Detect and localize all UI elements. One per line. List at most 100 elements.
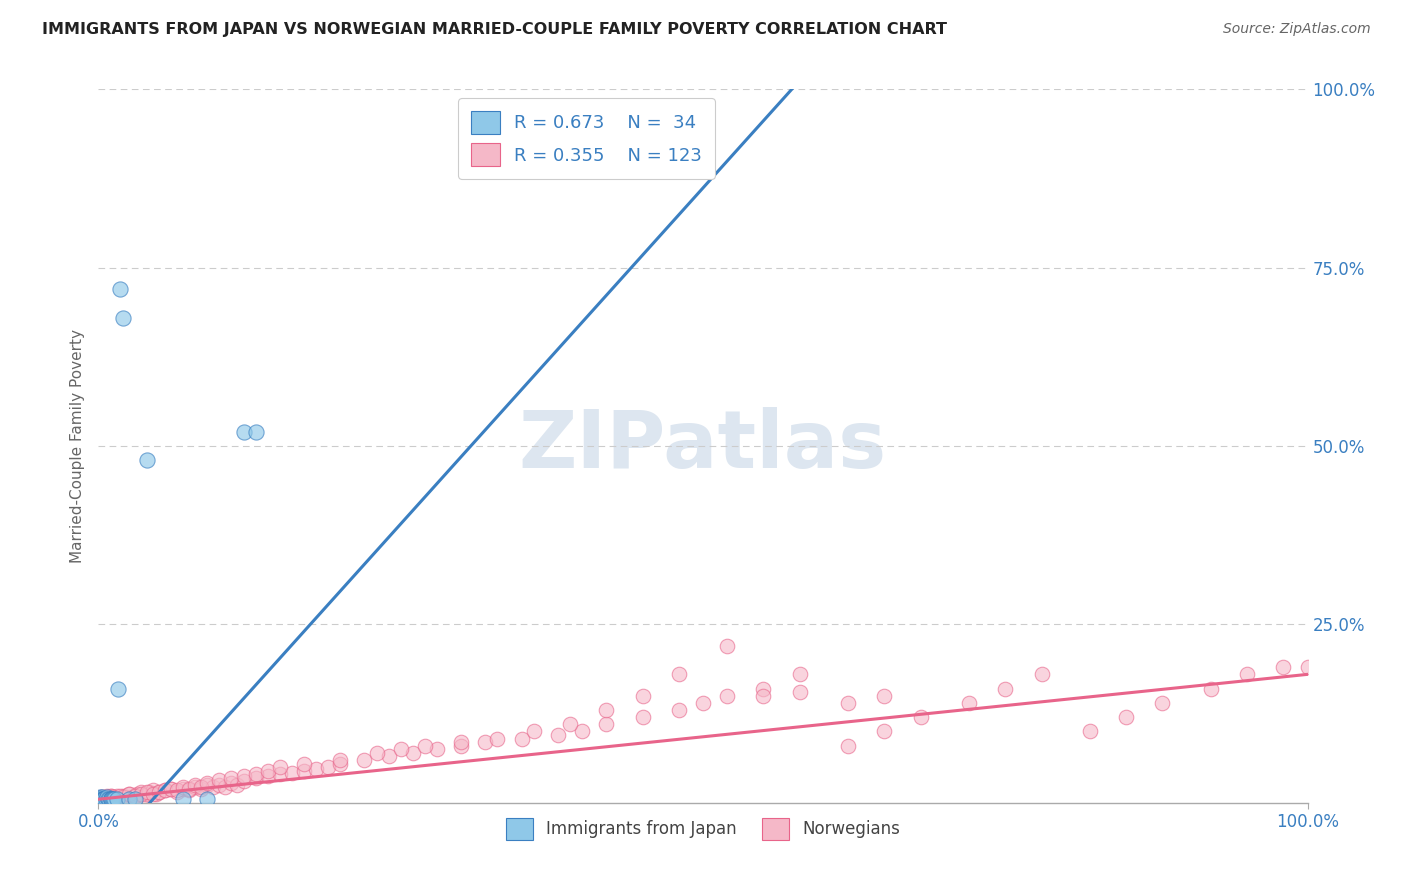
Point <box>90 790 112 805</box>
Point <box>91 792 114 806</box>
Point <box>510 731 533 746</box>
Point <box>256 769 278 783</box>
Point <box>910 710 932 724</box>
Point <box>108 282 131 296</box>
Point <box>153 783 176 797</box>
Point <box>402 746 425 760</box>
Point <box>135 785 157 799</box>
Point <box>957 696 980 710</box>
Point <box>595 717 617 731</box>
Point <box>89 792 111 806</box>
Point <box>366 746 388 760</box>
Point <box>558 717 581 731</box>
Point <box>91 792 114 806</box>
Legend: Immigrants from Japan, Norwegians: Immigrants from Japan, Norwegians <box>498 810 908 848</box>
Point <box>873 689 896 703</box>
Point <box>135 453 157 467</box>
Y-axis label: Married-Couple Family Poverty: Married-Couple Family Poverty <box>69 329 84 563</box>
Point <box>114 790 136 805</box>
Point <box>1272 660 1295 674</box>
Point <box>221 776 243 790</box>
Point <box>129 785 152 799</box>
Point <box>226 778 249 792</box>
Point <box>97 792 120 806</box>
Point <box>208 772 231 787</box>
Point <box>377 749 399 764</box>
Point <box>281 765 304 780</box>
Point <box>96 789 118 803</box>
Point <box>160 781 183 796</box>
Point <box>571 724 593 739</box>
Point <box>631 689 654 703</box>
Point <box>96 790 118 805</box>
Point <box>195 792 218 806</box>
Point <box>245 771 267 785</box>
Point <box>450 739 472 753</box>
Point <box>100 792 122 806</box>
Point <box>523 724 546 739</box>
Point <box>873 724 896 739</box>
Point <box>426 742 449 756</box>
Point <box>91 790 114 805</box>
Point <box>184 780 207 794</box>
Point <box>166 785 188 799</box>
Point <box>305 762 328 776</box>
Point <box>89 792 111 806</box>
Point <box>89 792 111 806</box>
Point <box>160 781 183 796</box>
Point <box>101 792 124 806</box>
Point <box>789 685 811 699</box>
Point <box>94 792 117 806</box>
Point <box>837 739 859 753</box>
Point <box>184 778 207 792</box>
Point <box>118 792 141 806</box>
Point <box>1236 667 1258 681</box>
Point <box>124 789 146 803</box>
Point <box>269 760 291 774</box>
Point <box>668 703 690 717</box>
Point <box>179 783 201 797</box>
Point <box>190 781 212 796</box>
Point <box>1078 724 1101 739</box>
Point <box>101 792 124 806</box>
Point <box>692 696 714 710</box>
Point <box>145 787 167 801</box>
Point <box>752 681 775 696</box>
Point <box>93 792 115 806</box>
Point <box>195 776 218 790</box>
Point <box>148 785 170 799</box>
Point <box>316 760 339 774</box>
Point <box>172 792 194 806</box>
Point <box>994 681 1017 696</box>
Point <box>1296 660 1319 674</box>
Point <box>103 792 125 806</box>
Point <box>94 790 117 805</box>
Point <box>89 792 111 806</box>
Point <box>98 790 121 805</box>
Point <box>124 792 146 806</box>
Point <box>1199 681 1222 696</box>
Point <box>89 790 111 805</box>
Point <box>547 728 569 742</box>
Point <box>269 767 291 781</box>
Point <box>107 681 129 696</box>
Point <box>245 767 267 781</box>
Point <box>837 696 859 710</box>
Point <box>108 792 131 806</box>
Point <box>91 792 114 806</box>
Point <box>93 792 115 806</box>
Point <box>214 780 236 794</box>
Point <box>90 792 112 806</box>
Point <box>129 787 152 801</box>
Point <box>190 780 212 794</box>
Point <box>172 780 194 794</box>
Point <box>245 425 267 439</box>
Point <box>1152 696 1174 710</box>
Point <box>195 778 218 792</box>
Point <box>127 787 149 801</box>
Point <box>474 735 496 749</box>
Point <box>90 792 112 806</box>
Point <box>100 792 122 806</box>
Point <box>232 774 254 789</box>
Point <box>208 778 231 792</box>
